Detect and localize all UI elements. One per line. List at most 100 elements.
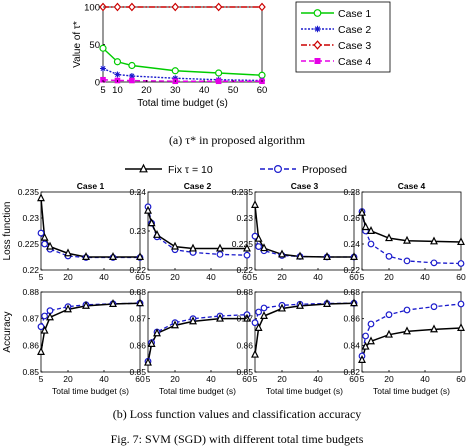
point-proposed-acc-case4 [403,306,411,314]
subplot-loss-case4-axes [361,191,462,271]
subplot-ytick-label: 0.22 [236,265,253,275]
point-proposed-loss-case1 [41,240,48,248]
panel-a-point-case4 [129,77,135,84]
subplot-xtick-label: 5 [360,374,365,384]
subplot-ytick-label: 0.225 [18,239,40,249]
point-fix-loss-case3 [350,252,358,260]
point-fix-loss-case2 [171,241,179,250]
point-fix-loss-case1 [82,252,90,260]
panel-a-point-case4 [215,78,222,85]
subplot-ytick-label: 0.88 [236,287,253,297]
point-fix-loss-case1 [46,241,54,250]
subplot-xtick-label: 40 [313,272,323,282]
panel-a-line-case1 [102,47,263,76]
panel-a-point-case1 [113,58,122,66]
point-fix-loss-case3 [260,243,268,252]
subplot-xtick-label: 20 [63,374,73,384]
point-fix-loss-case4 [361,222,370,231]
point-fix-acc-case2 [144,357,152,366]
point-fix-acc-case2 [189,316,197,325]
point-fix-loss-case1 [136,252,144,260]
point-proposed-acc-case3 [251,319,259,327]
legend-b-marker-proposed [274,165,283,174]
point-proposed-acc-case3 [255,308,263,316]
subplot-xtick-label: 20 [170,374,180,384]
point-fix-loss-case1 [37,193,45,202]
legend-a-marker-case4 [314,58,321,64]
point-fix-acc-case2 [147,339,156,347]
subplot-ytick-label: 0.82 [343,367,360,377]
point-proposed-loss-case4 [430,259,438,267]
panel-a-point-case1 [171,67,179,75]
point-fix-loss-case4 [367,226,375,234]
point-proposed-acc-case1 [37,323,45,331]
subplot-acc-case4-axes [361,291,462,373]
point-fix-acc-case1 [40,325,49,334]
subplot-ytick-label: 0.26 [343,213,360,223]
subplot-title-case2: Case 2 [184,181,212,191]
subplot-xtick-label: 20 [384,374,394,384]
subplot-ytick-label: 0.22 [22,265,39,275]
point-fix-acc-case3 [296,300,304,309]
point-proposed-acc-case4 [430,303,438,311]
subplot-ytick-label: 0.28 [343,187,360,197]
subplot-ytick-label: 0.24 [343,239,360,249]
point-fix-loss-case4 [403,235,411,244]
subplot-ytick-label: 0.23 [22,213,39,223]
point-fix-acc-case1 [82,300,90,309]
subplot-xtick-label: 20 [384,272,394,282]
subplot-title-case3: Case 3 [291,181,319,191]
subplot-ytick-label: 0.22 [129,265,146,275]
point-proposed-acc-case4 [457,300,465,308]
point-proposed-loss-case2 [243,251,251,259]
panel-b-ylabel-loss: Loss function [2,202,13,261]
point-fix-loss-case1 [40,232,49,241]
subplot-ytick-label: 0.23 [236,213,253,223]
panel-a-ytick-label: 100 [84,3,100,14]
point-fix-acc-case2 [216,313,224,322]
subplot-ytick-label: 0.22 [343,265,360,275]
point-fix-loss-case4 [358,207,366,216]
panel-a-xtick-label: 20 [141,85,152,96]
line-fix-loss-case3 [254,204,354,258]
legend-a-label-case3: Case 3 [338,40,371,52]
panel-a-xtick-label: 50 [228,85,239,96]
subplot-xtick-label: 5 [146,272,151,282]
subplot-ytick-label: 0.84 [343,340,360,350]
subplot-title-case1: Case 1 [77,181,105,191]
point-fix-loss-case3 [251,200,259,208]
legend-b-marker-fix [139,163,148,173]
subplot-xtick-label: 40 [420,272,430,282]
subplot-xtick-label: 5 [39,272,44,282]
point-fix-acc-case1 [64,304,72,313]
point-proposed-acc-case1 [41,312,48,320]
line-proposed-loss-case1 [40,232,140,259]
panel-a-xtick-label: 40 [199,85,210,96]
figure-caption: Fig. 7: SVM (SGD) with different total t… [111,432,364,446]
panel-a-point-case3 [171,2,180,12]
point-fix-acc-case2 [153,328,161,337]
point-fix-loss-case3 [296,251,304,260]
panel-a-point-case3 [113,2,122,12]
subplot-xlabel-case1: Total time budget (s) [52,386,129,396]
panel-a-point-case3 [258,2,266,12]
subplot-xtick-label: 60 [456,272,466,282]
point-fix-acc-case4 [457,323,465,331]
line-proposed-acc-case2 [147,314,248,362]
subplot-ytick-label: 0.235 [232,187,254,197]
point-fix-acc-case3 [350,298,358,307]
subplot-xtick-label: 60 [242,272,252,282]
subplot-xtick-label: 60 [135,374,145,384]
point-fix-loss-case1 [64,248,72,257]
point-proposed-loss-case2 [216,250,224,258]
panel-a-ylabel: Value of τ* [72,21,83,68]
panel-a-ytick-label: 50 [89,40,100,51]
line-fix-acc-case1 [40,302,141,353]
point-proposed-acc-case4 [362,332,370,340]
point-fix-loss-case4 [457,237,465,246]
point-proposed-loss-case4 [457,260,465,267]
subplot-ytick-label: 0.88 [129,287,146,297]
subplot-ytick-label: 0.87 [22,314,39,324]
legend-b-label-fix: Fix τ = 10 [168,164,213,176]
subplot-xlabel-case2: Total time budget (s) [159,386,236,396]
